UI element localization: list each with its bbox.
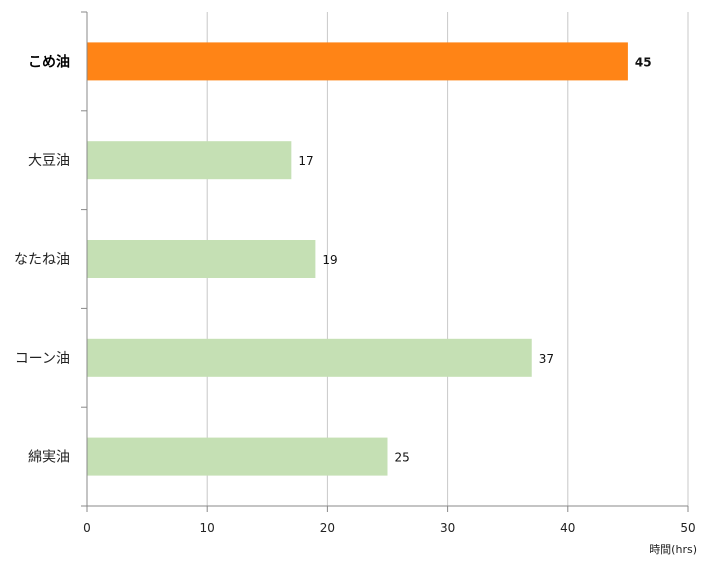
x-tick-label-20: 20 xyxy=(320,521,335,535)
category-label-4: コーン油 xyxy=(15,351,70,367)
x-tick-label-10: 10 xyxy=(200,521,215,535)
category-label-3: なたね油 xyxy=(14,252,70,268)
category-label-5: 綿実油 xyxy=(28,450,70,466)
data-label-2: 17 xyxy=(298,154,313,168)
x-tick-label-0: 0 xyxy=(83,521,91,535)
x-tick-label-50: 50 xyxy=(680,521,695,535)
labels: 0 10 20 30 40 50 こめ油 45 大豆油 17 なたね油 19 コーン油 37 綿実油 25 xyxy=(14,53,696,535)
x-axis-label: 時間(hrs) xyxy=(649,543,697,556)
category-label-1: こめ油 xyxy=(28,53,70,70)
bar-5 xyxy=(87,437,388,476)
bar-1 xyxy=(87,42,628,81)
gridlines xyxy=(206,12,689,506)
bar-2 xyxy=(87,141,292,180)
data-label-3: 19 xyxy=(322,253,337,267)
data-label-4: 37 xyxy=(539,352,554,366)
axes xyxy=(81,11,689,512)
x-tick-label-30: 30 xyxy=(440,521,455,535)
bar-3 xyxy=(87,240,316,278)
x-tick-label-40: 40 xyxy=(560,521,575,535)
category-label-2: 大豆油 xyxy=(28,153,70,169)
bar-4 xyxy=(87,338,532,377)
bars xyxy=(87,42,628,476)
data-label-5: 25 xyxy=(395,451,410,465)
data-label-1: 45 xyxy=(635,55,652,69)
